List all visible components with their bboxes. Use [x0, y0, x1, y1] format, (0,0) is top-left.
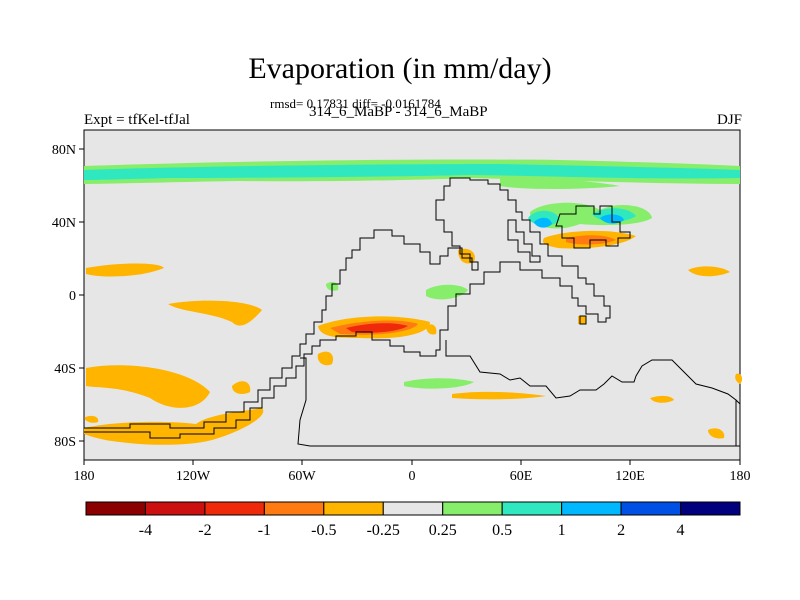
field-orange-patch — [688, 266, 730, 277]
field-orange-patch — [452, 391, 546, 400]
colorbar-box — [263, 501, 325, 516]
map-panel — [83, 129, 743, 461]
experiment-pair: 314_6_MaBP - 314_6_MaBP — [309, 104, 488, 120]
field-orange-patch — [735, 373, 743, 384]
x-tick-label: 0 — [409, 469, 416, 484]
y-tick-label: 80N — [52, 143, 76, 158]
field-orange-patch — [86, 263, 164, 277]
colorbar-label: 2 — [617, 522, 625, 539]
colorbar-label: -0.25 — [367, 522, 400, 539]
colorbar-label: -1 — [258, 522, 271, 539]
field-orange-patch — [578, 316, 586, 324]
x-tick-label: 180 — [730, 469, 751, 484]
x-tick-label: 120E — [615, 469, 645, 484]
field-cyan-band — [84, 164, 740, 180]
y-tick-label: 40N — [52, 216, 76, 231]
y-tick-label: 40S — [54, 362, 76, 377]
colorbar-box — [204, 501, 265, 516]
colorbar-label: -2 — [198, 522, 211, 539]
colorbar-label: -4 — [139, 522, 152, 539]
colorbar-label: -0.5 — [311, 522, 336, 539]
field-orange-patch — [317, 351, 334, 366]
x-tick-label: 60W — [288, 469, 316, 484]
field-green-patch — [404, 378, 474, 389]
x-axis: 180 120W 60W 0 60E 120E 180 — [74, 469, 751, 484]
colorbar-label: 1 — [558, 522, 566, 539]
colorbar-box — [442, 501, 503, 516]
field-orange-patch — [708, 428, 725, 439]
field-orange-patch — [168, 300, 262, 326]
colorbar-box — [144, 501, 206, 516]
field-red-patch — [346, 323, 408, 333]
field-orange-patch — [84, 415, 99, 423]
colorbar-label: 0.25 — [429, 522, 457, 539]
colorbar-box — [501, 501, 563, 516]
stats-line: rmsd= 0.17831 diff= -0.0161784 — [270, 96, 441, 111]
colorbar — [85, 501, 741, 516]
field-green-patch — [426, 284, 468, 300]
season-label: DJF — [716, 112, 742, 128]
tick-marks — [79, 148, 741, 465]
colorbar-labels: -4 -2 -1 -0.5 -0.25 0.25 0.5 1 2 4 — [139, 522, 685, 539]
colorbar-box — [382, 501, 444, 516]
field-orange-patch — [84, 408, 264, 445]
field-orange-patch — [426, 324, 437, 335]
colorbar-box — [85, 501, 146, 516]
field-orange-patch — [650, 395, 674, 403]
colorbar-label: 4 — [677, 522, 685, 539]
x-tick-label: 60E — [510, 469, 533, 484]
y-tick-label: 0 — [69, 289, 76, 304]
coastlines — [84, 177, 741, 447]
colorbar-box — [561, 501, 622, 516]
experiment-label: Expt = tfKel-tfJal — [84, 112, 190, 128]
colorbar-box — [620, 501, 682, 516]
colorbar-box — [680, 501, 741, 516]
y-tick-label: 80S — [54, 435, 76, 450]
field-orange-patch — [232, 381, 251, 394]
field-green-patch — [500, 177, 620, 189]
colorbar-box — [323, 501, 384, 516]
chart-title: Evaporation (in mm/day) — [248, 52, 552, 85]
field-orange-patch — [86, 365, 210, 408]
x-tick-label: 180 — [74, 469, 95, 484]
y-axis: 80N 40N 0 40S 80S — [52, 143, 76, 450]
x-tick-label: 120W — [176, 469, 211, 484]
field-blue-patch — [534, 217, 552, 228]
colorbar-label: 0.5 — [492, 522, 512, 539]
